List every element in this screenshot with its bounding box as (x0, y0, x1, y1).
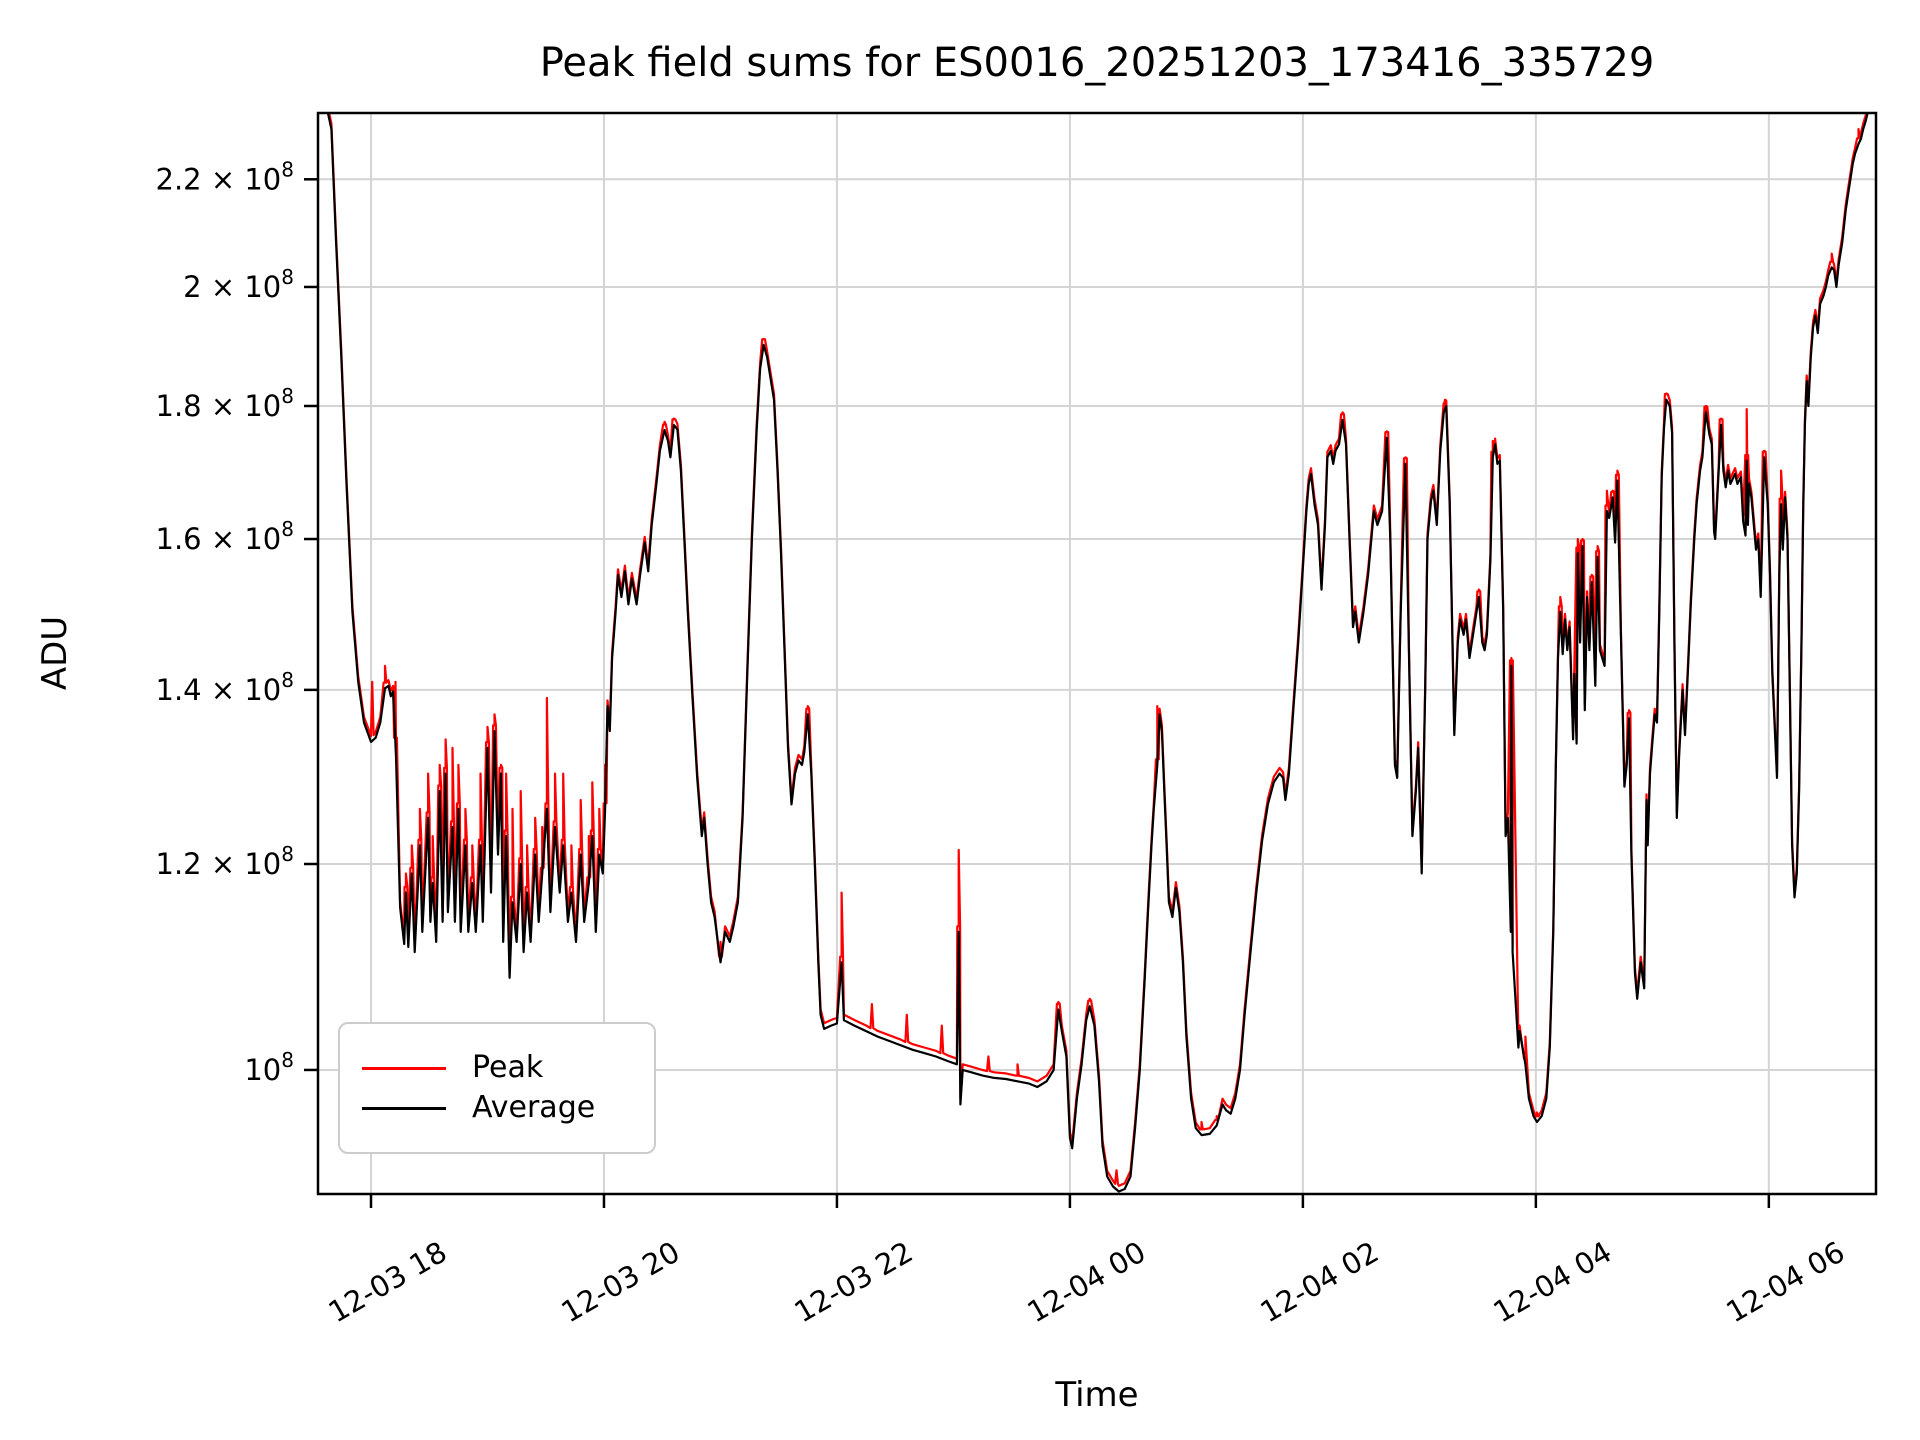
x-tick-label: 12-04 02 (1254, 1235, 1384, 1330)
grid-layer (318, 113, 1876, 1194)
average-line-swatch (362, 1106, 446, 1110)
y-tick-label: 1.4 × 108 (156, 668, 295, 707)
legend-entry-peak: Peak (362, 1053, 654, 1083)
y-axis-label: ADU (35, 616, 75, 690)
x-tick-label: 12-04 00 (1021, 1235, 1151, 1330)
x-tick-label: 12-04 06 (1720, 1235, 1850, 1330)
x-tick-label: 12-03 22 (789, 1235, 919, 1330)
legend-label-average: Average (472, 1090, 596, 1125)
x-tick-label: 12-03 20 (556, 1235, 686, 1330)
x-tick-label: 12-03 18 (323, 1235, 453, 1330)
legend-label-peak: Peak (472, 1050, 544, 1085)
plot-frame (316, 111, 1878, 1196)
x-axis-label: Time (1054, 1375, 1138, 1415)
legend: Peak Average (338, 1022, 656, 1154)
legend-entry-average: Average (362, 1093, 654, 1123)
y-tick-label: 1.8 × 108 (156, 384, 295, 423)
y-tick-label: 2 × 108 (183, 265, 294, 304)
y-tick-label: 2.2 × 108 (156, 157, 295, 196)
y-tick-label: 108 (244, 1048, 294, 1087)
average-line (326, 113, 1869, 1193)
y-tick-label: 1.2 × 108 (156, 842, 295, 881)
peak-line-swatch (362, 1066, 446, 1070)
chart-title: Peak field sums for ES0016_20251203_1734… (540, 40, 1655, 86)
series-layer (326, 113, 1869, 1193)
x-tick-label: 12-04 04 (1487, 1235, 1617, 1330)
y-tick-label: 1.6 × 108 (156, 517, 295, 556)
